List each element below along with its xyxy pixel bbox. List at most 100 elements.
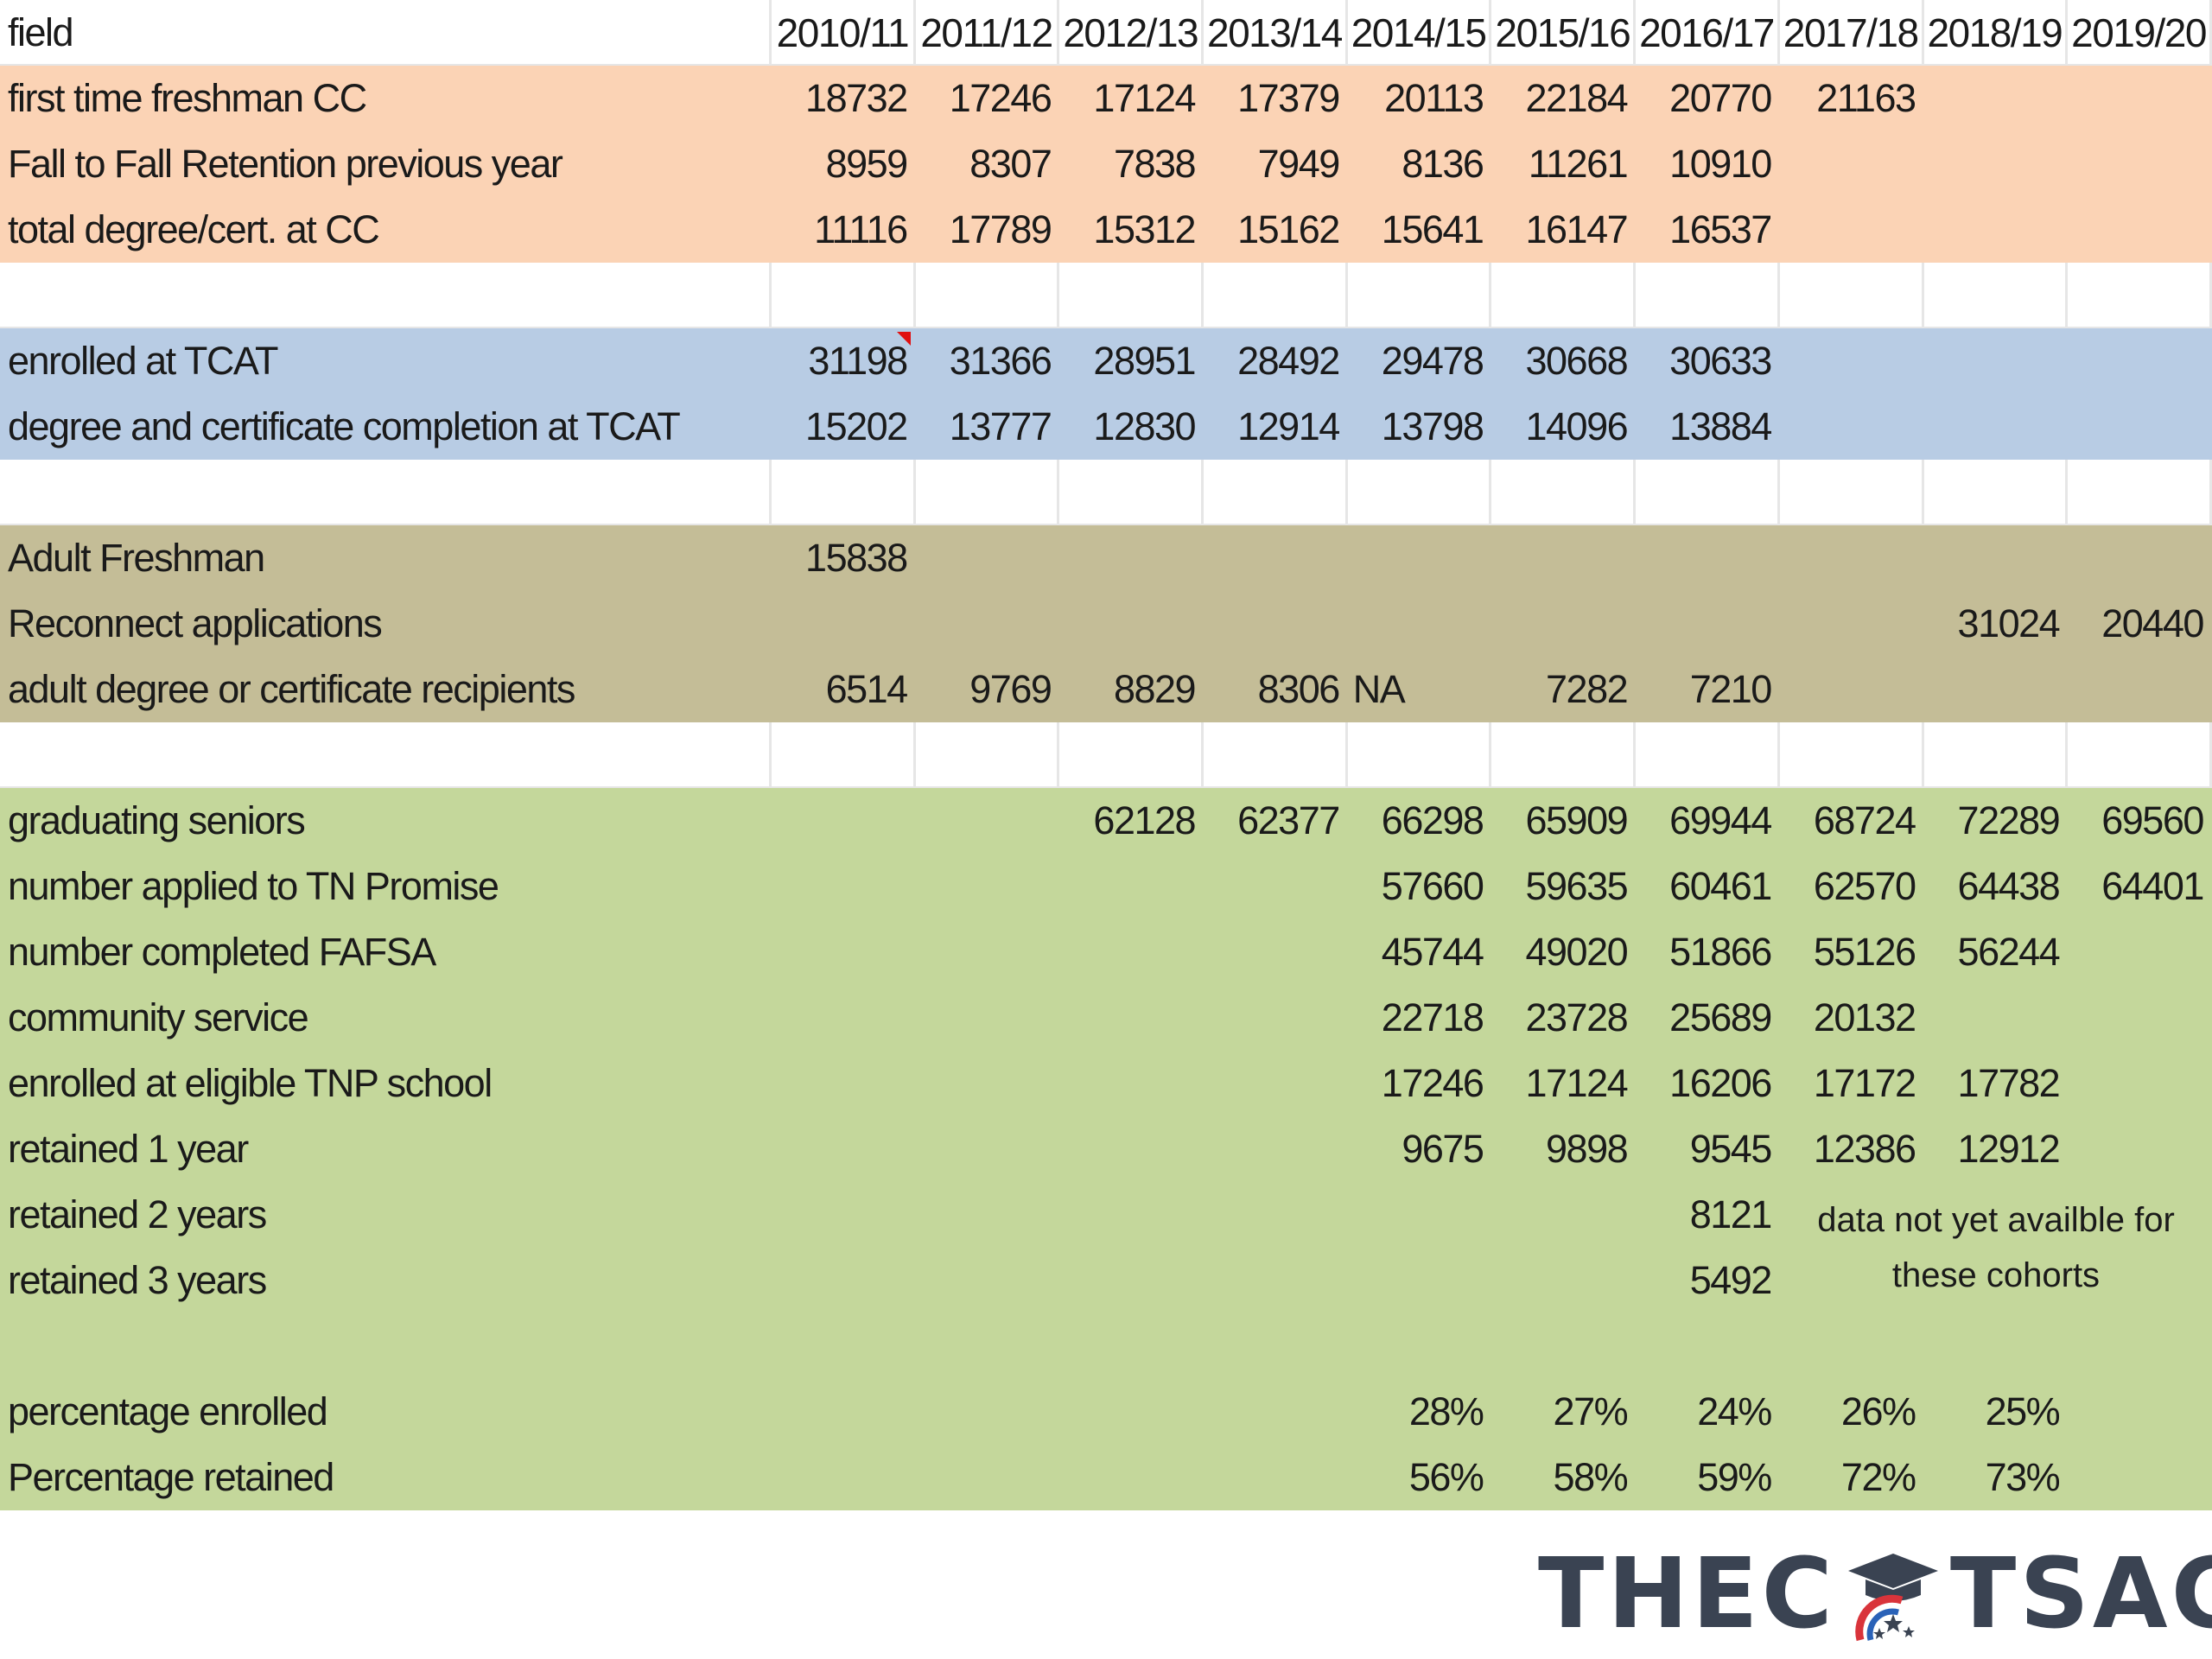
cell-number-completed-fafsa: 51866 <box>1636 919 1780 985</box>
cell-community-service: 25689 <box>1636 985 1780 1051</box>
cell-enrolled-at-eligible-tnp-school <box>772 1051 916 1116</box>
cell-community-service <box>915 985 1060 1051</box>
cell-adult-freshman <box>915 525 1060 591</box>
cell-adult-freshman: 15838 <box>772 525 916 591</box>
cell-adult-degree-or-certificate-recipients <box>1923 657 2069 722</box>
cell-fall-to-fall-retention-previous-year: 7838 <box>1059 131 1205 197</box>
cell-adult-degree-or-certificate-recipients: 9769 <box>915 657 1060 722</box>
cell-spacer <box>1059 460 1205 525</box>
cell-spacer <box>1204 1313 1348 1379</box>
cell-retained-2-years <box>1923 1182 2069 1248</box>
cell-adult-freshman <box>2068 525 2212 591</box>
cell-total-degree-cert-at-cc: 15312 <box>1059 197 1205 263</box>
cell-adult-freshman <box>1779 525 1924 591</box>
cell-degree-and-certificate-completion-at-tcat: 14096 <box>1491 394 1637 460</box>
cell-number-completed-fafsa <box>772 919 916 985</box>
cell-percentage-enrolled <box>915 1379 1060 1445</box>
cell-retained-2-years <box>1779 1182 1924 1248</box>
cell-graduating-seniors <box>772 788 916 854</box>
cell-enrolled-at-tcat: 28951 <box>1059 328 1205 394</box>
cell-spacer <box>1636 722 1780 788</box>
cell-reconnect-applications <box>1779 591 1924 657</box>
cell-spacer <box>1779 1313 1924 1379</box>
cell-percentage-enrolled <box>1204 1379 1348 1445</box>
cell-number-completed-fafsa: 56244 <box>1923 919 2069 985</box>
cell-total-degree-cert-at-cc <box>2068 197 2212 263</box>
cell-percentage-enrolled: 24% <box>1636 1379 1780 1445</box>
cell-total-degree-cert-at-cc: 16537 <box>1636 197 1780 263</box>
cell-spacer <box>1347 722 1492 788</box>
header-field: field <box>0 0 772 66</box>
cell-fall-to-fall-retention-previous-year: 8136 <box>1347 131 1492 197</box>
cell-degree-and-certificate-completion-at-tcat: 13884 <box>1636 394 1780 460</box>
header-year: 2013/14 <box>1204 0 1348 66</box>
cell-adult-degree-or-certificate-recipients <box>2068 657 2212 722</box>
cell-first-time-freshman-cc: 20113 <box>1347 66 1492 131</box>
header-year: 2014/15 <box>1347 0 1492 66</box>
cell-number-completed-fafsa: 45744 <box>1347 919 1492 985</box>
cell-adult-degree-or-certificate-recipients: 8829 <box>1059 657 1205 722</box>
cell-enrolled-at-tcat: 28492 <box>1204 328 1348 394</box>
row-label-retained-2-years: retained 2 years <box>0 1182 772 1248</box>
cohort-note: data not yet availble for these cohorts <box>1817 1201 2175 1294</box>
cell-number-applied-to-tn-promise <box>1204 854 1348 919</box>
cell-percentage-retained: 72% <box>1779 1445 1924 1510</box>
cell-first-time-freshman-cc: 20770 <box>1636 66 1780 131</box>
cell-degree-and-certificate-completion-at-tcat: 12914 <box>1204 394 1348 460</box>
cell-number-applied-to-tn-promise: 60461 <box>1636 854 1780 919</box>
cell-percentage-retained: 56% <box>1347 1445 1492 1510</box>
cell-total-degree-cert-at-cc <box>1779 197 1924 263</box>
cell-retained-1-year: 12912 <box>1923 1116 2069 1182</box>
cell-spacer <box>1347 263 1492 328</box>
cell-spacer <box>1059 722 1205 788</box>
cell-retained-3-years: 5492 <box>1636 1248 1780 1313</box>
cell-spacer <box>772 460 916 525</box>
cell-retained-1-year <box>2068 1116 2212 1182</box>
row-label-spacer <box>0 1313 772 1379</box>
cell-graduating-seniors: 65909 <box>1491 788 1637 854</box>
row-label-graduating-seniors: graduating seniors <box>0 788 772 854</box>
graduation-cap-icon <box>1847 1554 1938 1642</box>
cell-number-completed-fafsa <box>915 919 1060 985</box>
cell-retained-2-years <box>2068 1182 2212 1248</box>
cell-percentage-retained: 73% <box>1923 1445 2069 1510</box>
cell-community-service <box>1923 985 2069 1051</box>
cell-retained-1-year <box>772 1116 916 1182</box>
cell-enrolled-at-eligible-tnp-school <box>2068 1051 2212 1116</box>
cell-reconnect-applications <box>1204 591 1348 657</box>
row-label-degree-and-certificate-completion-at-tcat: degree and certificate completion at TCA… <box>0 394 772 460</box>
cell-adult-degree-or-certificate-recipients: 8306 <box>1204 657 1348 722</box>
cell-retained-3-years <box>915 1248 1060 1313</box>
cell-graduating-seniors: 68724 <box>1779 788 1924 854</box>
cell-enrolled-at-eligible-tnp-school: 17782 <box>1923 1051 2069 1116</box>
cell-number-applied-to-tn-promise <box>1059 854 1205 919</box>
cell-spacer <box>2068 722 2212 788</box>
cell-retained-3-years <box>1204 1248 1348 1313</box>
cell-spacer <box>1923 722 2069 788</box>
cell-retained-2-years <box>772 1182 916 1248</box>
header-year: 2019/20 <box>2068 0 2212 66</box>
cell-enrolled-at-tcat <box>1923 328 2069 394</box>
cell-spacer <box>1636 1313 1780 1379</box>
cell-percentage-enrolled <box>2068 1379 2212 1445</box>
cell-adult-freshman <box>1923 525 2069 591</box>
cell-percentage-retained <box>1204 1445 1348 1510</box>
cell-spacer <box>1923 263 2069 328</box>
cell-graduating-seniors: 72289 <box>1923 788 2069 854</box>
cell-enrolled-at-eligible-tnp-school: 17172 <box>1779 1051 1924 1116</box>
row-label-fall-to-fall-retention-previous-year: Fall to Fall Retention previous year <box>0 131 772 197</box>
cell-retained-2-years <box>1059 1182 1205 1248</box>
row-label-percentage-enrolled: percentage enrolled <box>0 1379 772 1445</box>
cell-retained-2-years <box>1204 1182 1348 1248</box>
cell-community-service <box>1059 985 1205 1051</box>
cell-enrolled-at-eligible-tnp-school <box>1059 1051 1205 1116</box>
cell-first-time-freshman-cc <box>2068 66 2212 131</box>
cell-reconnect-applications <box>1347 591 1492 657</box>
cell-fall-to-fall-retention-previous-year: 10910 <box>1636 131 1780 197</box>
cell-spacer <box>1491 1313 1637 1379</box>
cell-graduating-seniors: 69944 <box>1636 788 1780 854</box>
header-year: 2017/18 <box>1779 0 1924 66</box>
row-label-number-completed-fafsa: number completed FAFSA <box>0 919 772 985</box>
cell-spacer <box>1779 263 1924 328</box>
cell-fall-to-fall-retention-previous-year <box>1923 131 2069 197</box>
